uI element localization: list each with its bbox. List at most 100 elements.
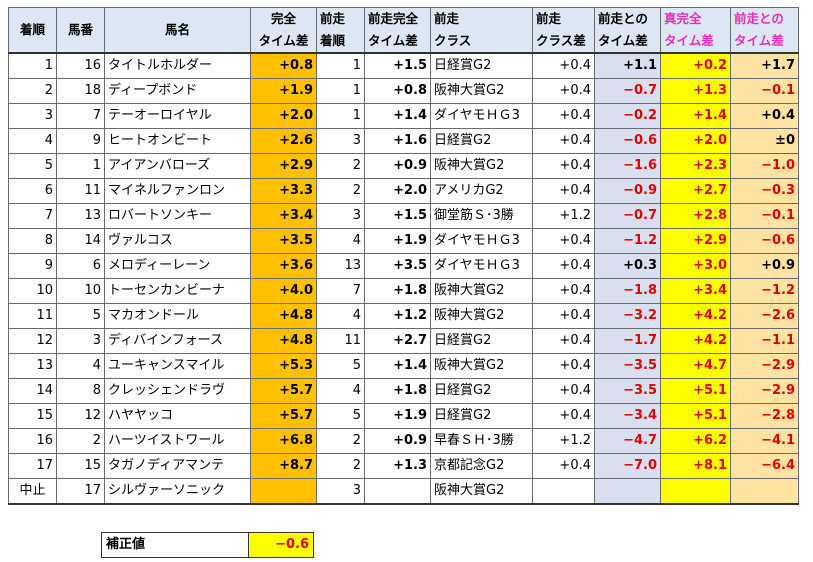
cell-prev-time: +0.8 (364, 78, 431, 104)
header-prev-time-2: タイム差 (364, 30, 431, 54)
cell-vs-prev: −0.9 (594, 178, 661, 204)
cell-vs-prev: −3.5 (594, 378, 661, 404)
cell-rank: 13 (8, 353, 57, 379)
cell-horse-name: ディープボンド (104, 78, 251, 104)
table-row: 8 14 ヴァルコス +3.5 4 +1.9 ダイヤモＨＧ3 +0.4 −1.2 +2.9 −0.6 (8, 228, 799, 254)
cell-class-diff: +0.4 (532, 228, 595, 254)
cell-rank: 5 (8, 153, 57, 179)
cell-prev-rank: 1 (316, 78, 365, 104)
cell-complete-time: +5.3 (250, 353, 317, 379)
cell-true-vs-prev: −2.9 (730, 353, 799, 379)
table-row: 6 11 マイネルファンロン +3.3 2 +2.0 アメリカG2 +0.4 −0.9 +2.7−… (8, 178, 799, 204)
cell-prev-class: 御堂筋Ｓ･3勝 (430, 203, 533, 229)
cell-number: 7 (56, 103, 105, 129)
cell-true-vs-prev: −1.2 (730, 278, 799, 304)
cell-horse-name: マカオンドール (104, 303, 251, 329)
cell-prev-rank: 11 (316, 328, 365, 354)
cell-prev-class: ダイヤモＨＧ3 (430, 103, 533, 129)
cell-prev-rank: 2 (316, 453, 365, 479)
cell-horse-name: アイアンバローズ (104, 153, 251, 179)
cell-horse-name: ハーツイストワール (104, 428, 251, 454)
cell-vs-prev: +0.3 (594, 253, 661, 279)
cell-true-vs-prev: −4.1 (730, 428, 799, 454)
table-row: 14 8 クレッシェンドラヴ +5.7 4 +1.8 日経賞G2 +0.4 −3.5 +5.1 −2… (8, 378, 799, 404)
cell-vs-prev: −1.6 (594, 153, 661, 179)
cell-complete-time (250, 478, 317, 505)
cell-prev-rank: 1 (316, 103, 365, 129)
cell-prev-time: +1.4 (364, 353, 431, 379)
cell-horse-name: ディバインフォース (104, 328, 251, 354)
cell-true-vs-prev: −2.6 (730, 303, 799, 329)
cell-horse-name: ヴァルコス (104, 228, 251, 254)
cell-horse-name: テーオーロイヤル (104, 103, 251, 129)
cell-rank: 15 (8, 403, 57, 429)
cell-true-vs-prev (730, 478, 799, 505)
header-vs-prev-2: タイム差 (594, 30, 661, 54)
cell-prev-time: +0.9 (364, 428, 431, 454)
cell-prev-rank: 1 (316, 52, 365, 79)
cell-true-time: +2.3 (660, 153, 731, 179)
cell-prev-rank: 3 (316, 478, 365, 505)
table-row: 17 15 タガノディアマンテ +8.7 2 +1.3 京都記念G2 +0.4 −7.0 +8.1… (8, 453, 799, 479)
table-row: 3 7 テーオーロイヤル +2.0 1 +1.4 ダイヤモＨＧ3 +0.4 −0.2 +1.4 +0… (8, 103, 799, 129)
cell-class-diff: +0.4 (532, 278, 595, 304)
cell-true-vs-prev: −2.8 (730, 403, 799, 429)
header-true-vs-prev-2: タイム差 (730, 30, 799, 54)
cell-true-vs-prev: +1.7 (730, 52, 799, 79)
cell-class-diff: +0.4 (532, 103, 595, 129)
cell-complete-time: +0.8 (250, 52, 317, 79)
cell-true-vs-prev: −0.6 (730, 228, 799, 254)
table-row: 5 1 アイアンバローズ +2.9 2 +0.9 阪神大賞G2 +0.4 −1.6 +2.3 −1.… (8, 153, 799, 179)
cell-number: 3 (56, 328, 105, 354)
cell-vs-prev: −1.7 (594, 328, 661, 354)
cell-number: 13 (56, 203, 105, 229)
cell-true-time: +3.4 (660, 278, 731, 304)
cell-horse-name: マイネルファンロン (104, 178, 251, 204)
cell-class-diff: +0.4 (532, 453, 595, 479)
cell-rank: 中止 (8, 478, 57, 505)
cell-class-diff: +0.4 (532, 253, 595, 279)
cell-true-vs-prev: −1.0 (730, 153, 799, 179)
cell-true-time: +6.2 (660, 428, 731, 454)
cell-true-vs-prev: −1.1 (730, 328, 799, 354)
cell-prev-class: 日経賞G2 (430, 128, 533, 154)
table-row: 10 10 トーセンカンビーナ +4.0 7 +1.8 阪神大賞G2 +0.4 −1.8 +3.4… (8, 278, 799, 304)
cell-true-time: +2.9 (660, 228, 731, 254)
cell-vs-prev: −0.2 (594, 103, 661, 129)
cell-rank: 8 (8, 228, 57, 254)
cell-prev-rank: 5 (316, 353, 365, 379)
cell-number: 6 (56, 253, 105, 279)
cell-prev-time: +1.9 (364, 403, 431, 429)
cell-number: 14 (56, 228, 105, 254)
cell-complete-time: +8.7 (250, 453, 317, 479)
results-table: 着順 馬番 馬名 完全 前走 前走完全 前走 前走 前走との 真完全 前走との … (8, 7, 799, 505)
cell-vs-prev: −0.7 (594, 203, 661, 229)
cell-class-diff: +0.4 (532, 303, 595, 329)
cell-number: 2 (56, 428, 105, 454)
cell-true-time: +1.4 (660, 103, 731, 129)
header-number: 馬番 (56, 7, 105, 54)
cell-vs-prev: −0.7 (594, 78, 661, 104)
table-body: 1 16 タイトルホルダー +0.8 1 +1.5 日経賞G2 +0.4 +1.1 +0.2 +1.… (8, 52, 799, 505)
cell-horse-name: トーセンカンビーナ (104, 278, 251, 304)
cell-complete-time: +6.8 (250, 428, 317, 454)
cell-rank: 10 (8, 278, 57, 304)
cell-complete-time: +3.6 (250, 253, 317, 279)
cell-prev-time: +1.6 (364, 128, 431, 154)
cell-prev-class: 日経賞G2 (430, 378, 533, 404)
correction-table: 補正値 −0.6 (101, 532, 314, 558)
cell-prev-rank: 3 (316, 203, 365, 229)
cell-number: 1 (56, 153, 105, 179)
cell-rank: 11 (8, 303, 57, 329)
cell-prev-class: 阪神大賞G2 (430, 278, 533, 304)
header-prev-class-2: クラス (430, 30, 533, 54)
cell-vs-prev: −1.2 (594, 228, 661, 254)
cell-prev-time: +1.5 (364, 52, 431, 79)
cell-prev-time: +1.2 (364, 303, 431, 329)
cell-class-diff: +1.2 (532, 203, 595, 229)
cell-rank: 7 (8, 203, 57, 229)
cell-true-time: +0.2 (660, 52, 731, 79)
cell-true-vs-prev: −6.4 (730, 453, 799, 479)
cell-class-diff: +0.4 (532, 353, 595, 379)
header-prev-time: 前走完全 (364, 7, 431, 30)
